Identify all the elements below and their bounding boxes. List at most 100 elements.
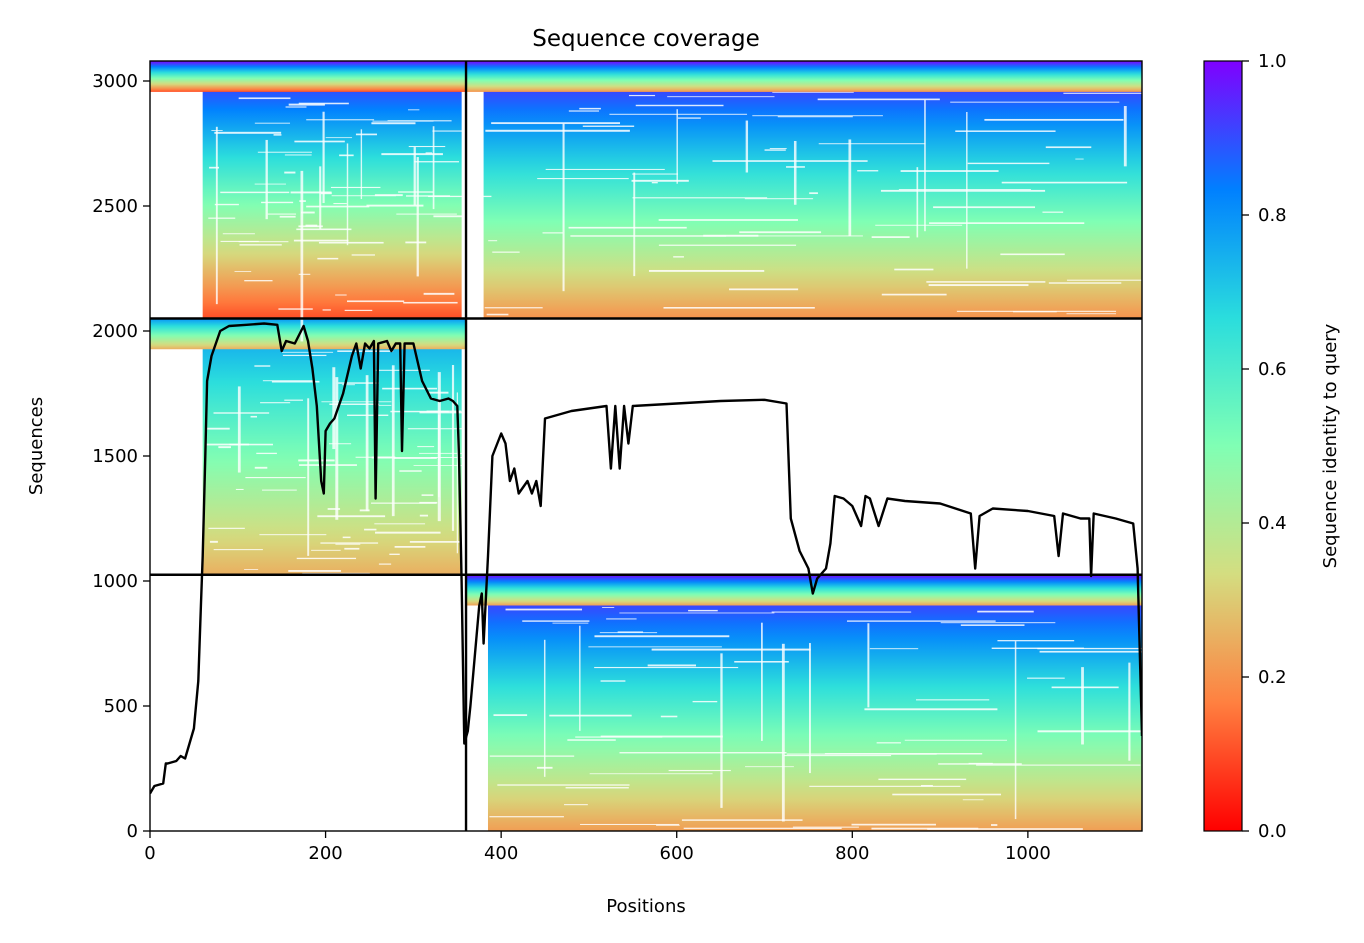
coverage-gap	[325, 137, 353, 139]
coverage-gap	[1066, 313, 1117, 315]
coverage-gap	[792, 826, 859, 828]
coverage-gap	[966, 111, 968, 269]
coverage-gap	[570, 235, 727, 237]
coverage-gap	[568, 110, 600, 112]
coverage-gap	[284, 154, 312, 156]
coverage-gap	[793, 140, 797, 205]
coverage-gap	[394, 545, 426, 548]
coverage-gap	[220, 191, 290, 194]
coverage-gap	[234, 271, 252, 272]
coverage-blocks	[150, 61, 1142, 831]
coverage-gap	[493, 714, 528, 717]
coverage-gap	[594, 635, 730, 638]
coverage-gap	[416, 157, 419, 277]
coverage-gap	[331, 195, 396, 197]
coverage-gap	[1000, 253, 1065, 256]
coverage-gap	[871, 236, 910, 238]
coverage-gap	[306, 205, 370, 208]
coverage-block-top	[150, 61, 467, 92]
coverage-gap	[1014, 641, 1017, 820]
coverage-gap	[256, 452, 277, 455]
coverage-gap	[342, 384, 355, 386]
coverage-gap	[600, 680, 626, 682]
coverage-gap	[543, 639, 546, 777]
coverage-gap	[244, 569, 259, 570]
coverage-gap	[962, 799, 984, 801]
coverage-gap	[371, 122, 416, 125]
coverage-gap	[1063, 92, 1142, 94]
coverage-gap	[214, 203, 239, 206]
coverage-gap	[205, 443, 250, 446]
coverage-gap	[878, 778, 967, 781]
coverage-block-top	[466, 61, 1142, 92]
coverage-gap	[818, 143, 926, 145]
coverage-gap	[244, 280, 273, 282]
coverage-gap	[1128, 662, 1131, 761]
coverage-line	[150, 322, 1142, 795]
coverage-gap	[491, 122, 621, 125]
coverage-gap	[288, 103, 325, 106]
coverage-gap	[381, 153, 443, 156]
coverage-gap	[360, 129, 363, 200]
coverage-block	[487, 574, 1142, 831]
coverage-gap	[419, 452, 468, 454]
coverage-gap	[321, 401, 392, 403]
coverage-gap	[564, 804, 588, 806]
coverage-gap	[976, 764, 1141, 766]
coverage-gap	[663, 307, 815, 309]
coverage-gap	[229, 443, 273, 446]
coverage-gap	[344, 547, 360, 550]
coverage-gap	[351, 254, 375, 256]
block-dividers	[150, 61, 1142, 831]
coverage-gap	[545, 168, 665, 170]
coverage-gap	[977, 610, 1034, 613]
plot-frame	[149, 60, 1143, 832]
x-tick-label: 800	[835, 843, 869, 864]
coverage-gap	[1001, 181, 1128, 184]
coverage-gap	[579, 107, 601, 110]
coverage-gap	[771, 611, 912, 613]
coverage-gap	[589, 773, 713, 775]
coverage-gap	[955, 130, 1056, 132]
coverage-gap	[549, 714, 632, 717]
coverage-gap	[328, 443, 352, 445]
coverage-gap	[991, 824, 998, 826]
coverage-gap	[772, 91, 854, 93]
coverage-gap	[417, 446, 435, 448]
coverage-gap	[333, 203, 347, 205]
coverage-gap	[294, 140, 345, 143]
x-tick-label: 400	[484, 843, 518, 864]
coverage-gap	[744, 198, 814, 200]
coverage-gap	[497, 784, 630, 786]
coverage-gap	[433, 215, 481, 218]
coverage-gap	[213, 412, 270, 414]
coverage-gap	[332, 367, 336, 450]
coverage-gap	[306, 119, 375, 121]
coverage-gap	[393, 457, 437, 459]
coverage-gap	[632, 197, 768, 199]
coverage-gap	[635, 104, 724, 107]
coverage-gap	[254, 122, 291, 124]
coverage-gap	[667, 96, 775, 98]
coverage-gap	[928, 284, 1029, 287]
y-tick-label: 2500	[92, 196, 138, 217]
coverage-gap	[237, 386, 241, 473]
coverage-gap	[588, 646, 722, 648]
coverage-gap	[929, 222, 1085, 224]
coverage-gap	[875, 224, 963, 226]
coverage-gap	[330, 186, 381, 189]
coverage-gap	[781, 643, 785, 822]
coverage-gap	[745, 120, 749, 173]
coverage-gap	[238, 97, 291, 100]
coverage-gap	[599, 632, 658, 634]
coverage-gap	[319, 166, 322, 229]
coverage-gap	[522, 620, 590, 622]
coverage-gap	[391, 365, 395, 517]
coverage-gap	[960, 624, 1025, 626]
coverage-gap	[245, 476, 306, 479]
coverage-gap	[688, 609, 718, 612]
coverage-gap	[299, 464, 357, 466]
coverage-gap	[1013, 311, 1057, 313]
coverage-gap	[372, 120, 434, 122]
y-tick-label: 1000	[92, 571, 138, 592]
